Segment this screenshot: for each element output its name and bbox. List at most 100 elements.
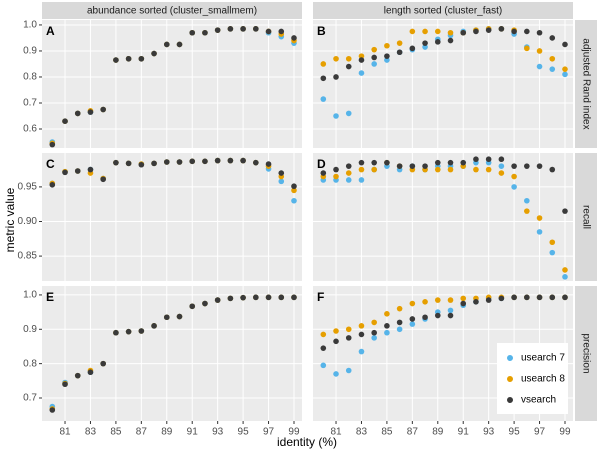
data-point (473, 299, 479, 305)
data-point (371, 159, 377, 166)
data-point (498, 170, 505, 176)
data-point (549, 166, 556, 173)
data-point (278, 28, 285, 35)
data-point (138, 161, 145, 168)
data-point (291, 197, 297, 204)
y-tick-label: 0.8 (23, 72, 37, 83)
data-point (396, 40, 403, 46)
data-point (422, 163, 428, 169)
legend-label: vsearch (521, 395, 556, 406)
column-strip-label: abundance sorted (cluster_smallmem) (87, 6, 257, 17)
panel-letter: F (317, 290, 324, 304)
data-point (536, 163, 543, 169)
legend-label: usearch 7 (521, 353, 565, 364)
data-point (345, 170, 352, 176)
data-point (473, 156, 479, 163)
data-point (125, 328, 132, 335)
x-tick-label: 97 (534, 427, 546, 438)
data-point (434, 159, 441, 166)
data-point (524, 197, 530, 204)
data-point (549, 35, 556, 41)
data-point (396, 305, 403, 312)
data-point (265, 294, 272, 301)
data-point (371, 335, 377, 341)
data-point (524, 28, 530, 35)
data-point (562, 41, 568, 48)
data-point (511, 184, 517, 190)
data-point (384, 159, 390, 166)
data-point (434, 312, 441, 319)
data-point (434, 166, 441, 173)
data-point (422, 314, 428, 321)
data-point (549, 249, 556, 256)
data-point (62, 118, 68, 125)
data-point (333, 338, 339, 345)
data-point (384, 53, 390, 59)
data-point (176, 159, 183, 165)
data-point (151, 160, 157, 167)
data-point (333, 328, 339, 334)
data-point (333, 166, 339, 173)
data-point (202, 29, 208, 36)
data-point (278, 294, 285, 301)
data-point (422, 44, 428, 50)
data-point (396, 319, 403, 326)
y-tick-label: 0.85 (18, 251, 38, 262)
data-point (358, 348, 365, 355)
data-point (278, 170, 285, 176)
data-point (291, 187, 297, 194)
data-point (214, 27, 221, 33)
row-strip-label: recall (580, 205, 591, 229)
data-point (409, 316, 416, 322)
panel-letter: E (46, 290, 54, 304)
data-point (138, 328, 145, 334)
data-point (358, 159, 365, 166)
panel-letter: D (317, 157, 326, 171)
data-point (422, 299, 428, 305)
data-point (511, 173, 517, 180)
data-point (384, 329, 390, 336)
data-point (485, 27, 492, 33)
data-point (371, 166, 377, 173)
y-tick-label: 1.0 (23, 290, 37, 301)
data-point (511, 294, 517, 301)
data-point (113, 159, 119, 166)
data-point (240, 157, 246, 164)
data-point (562, 267, 568, 273)
data-point (333, 173, 339, 180)
data-point (371, 319, 377, 326)
data-point (151, 323, 157, 329)
data-point (74, 372, 81, 379)
data-point (460, 29, 467, 36)
data-point (125, 160, 132, 167)
panel-background (313, 20, 573, 148)
data-point (345, 335, 352, 341)
data-point (549, 239, 556, 246)
y-tick-label: 0.95 (18, 182, 38, 193)
panel-letter: B (317, 24, 326, 38)
x-tick-label: 91 (458, 427, 470, 438)
data-point (384, 311, 390, 317)
data-point (345, 367, 352, 374)
data-point (409, 300, 416, 307)
data-point (138, 55, 145, 62)
data-point (549, 66, 556, 72)
x-tick-label: 85 (110, 427, 122, 438)
data-point (384, 57, 390, 63)
data-point (358, 57, 365, 63)
data-point (214, 157, 221, 164)
legend-label: usearch 8 (521, 374, 565, 385)
data-point (358, 177, 365, 183)
y-tick-label: 0.90 (18, 216, 38, 227)
x-tick-label: 95 (509, 427, 521, 438)
x-tick-label: 83 (85, 427, 97, 438)
data-point (240, 26, 246, 32)
x-axis-title: identity (%) (277, 435, 337, 449)
data-point (358, 166, 365, 173)
data-point (87, 109, 94, 115)
data-point (447, 166, 454, 173)
data-point (278, 178, 285, 185)
data-point (320, 170, 327, 176)
x-tick-label: 85 (381, 427, 393, 438)
